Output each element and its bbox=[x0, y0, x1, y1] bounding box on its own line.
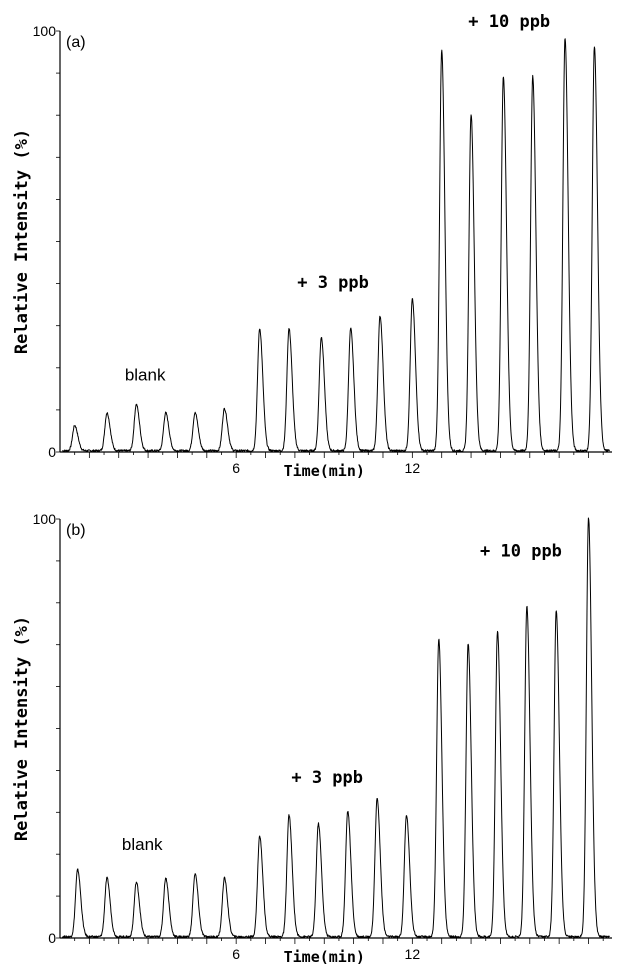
x-tick-label: 6 bbox=[232, 460, 240, 476]
y-tick-label: 100 bbox=[33, 511, 57, 527]
y-axis-title: Relative Intensity (%) bbox=[12, 129, 32, 354]
y-tick-label: 100 bbox=[33, 23, 57, 39]
annotation-label: blank bbox=[122, 835, 163, 854]
y-tick-label: 0 bbox=[48, 930, 56, 946]
x-axis-title: Time(min) bbox=[284, 948, 365, 966]
x-tick-label: 6 bbox=[232, 946, 240, 962]
x-axis-title: Time(min) bbox=[284, 462, 365, 480]
y-tick-label: 0 bbox=[48, 444, 56, 460]
annotation-label: + 10 ppb bbox=[480, 542, 562, 562]
annotation-label: + 3 ppb bbox=[291, 768, 363, 788]
y-axis-title: Relative Intensity (%) bbox=[12, 616, 32, 841]
annotation-label: + 3 ppb bbox=[297, 273, 369, 293]
annotation-label: + 10 ppb bbox=[468, 12, 550, 32]
annotation-label: blank bbox=[125, 365, 166, 384]
panel-b: 6 12 0 100 Time(min) Relative Intensity (%) (b… bbox=[12, 511, 612, 966]
panel-label: (a) bbox=[66, 34, 86, 51]
panel-label: (b) bbox=[66, 522, 86, 539]
x-tick-label: 12 bbox=[405, 946, 421, 962]
panel-a: 6 12 0 100 Time(min) Relative Intensity (%) (a… bbox=[12, 12, 612, 480]
x-tick-label: 12 bbox=[405, 460, 421, 476]
chromatogram-trace bbox=[61, 517, 610, 939]
chromatogram-trace bbox=[62, 38, 610, 453]
